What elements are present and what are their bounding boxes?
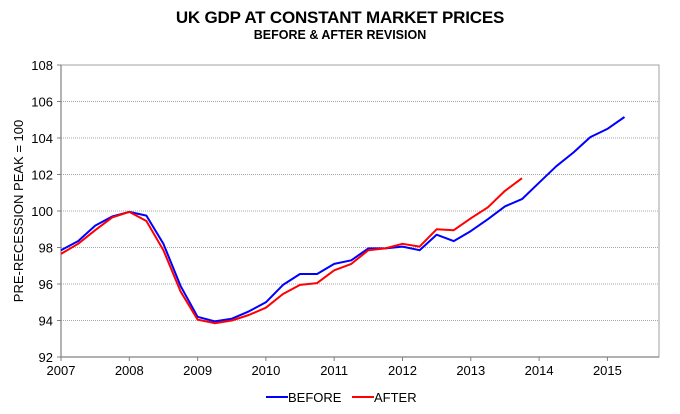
y-tick-label: 108 <box>31 58 53 73</box>
x-axis: 2007 2008 2009 2010 2011 2012 2013 2014 2015 <box>47 356 659 378</box>
chart-subtitle: BEFORE & AFTER REVISION <box>253 28 427 42</box>
series-lines <box>60 116 626 325</box>
y-tick-label: 94 <box>39 314 53 329</box>
y-tick-label: 96 <box>39 277 53 292</box>
y-axis-title: PRE-RECESSION PEAK = 100 <box>11 120 26 302</box>
series-line-after <box>60 177 523 325</box>
y-tick-label: 98 <box>39 241 53 256</box>
x-tick-label: 2011 <box>320 363 348 378</box>
x-tick-label: 2013 <box>456 363 485 378</box>
y-tick-label: 104 <box>31 131 53 146</box>
series-line-before <box>60 116 626 323</box>
y-tick-label: 106 <box>31 95 53 110</box>
gridlines <box>61 64 659 321</box>
legend-label-after: AFTER <box>374 390 417 405</box>
legend-label-before: BEFORE <box>288 390 342 405</box>
y-axis: 92 94 96 98 100 102 104 106 108 <box>31 58 62 365</box>
y-tick-label: 92 <box>39 350 53 365</box>
x-tick-label: 2009 <box>183 363 212 378</box>
x-tick-label: 2010 <box>251 363 280 378</box>
x-tick-label: 2012 <box>388 363 417 378</box>
x-tick-label: 2014 <box>525 363 554 378</box>
x-tick-label: 2015 <box>593 363 622 378</box>
y-tick-label: 100 <box>31 204 53 219</box>
legend: BEFORE AFTER <box>266 390 417 405</box>
x-tick-label: 2007 <box>47 363 76 378</box>
y-tick-label: 102 <box>31 168 53 183</box>
chart-title: UK GDP AT CONSTANT MARKET PRICES <box>175 8 505 27</box>
x-tick-label: 2008 <box>115 363 144 378</box>
